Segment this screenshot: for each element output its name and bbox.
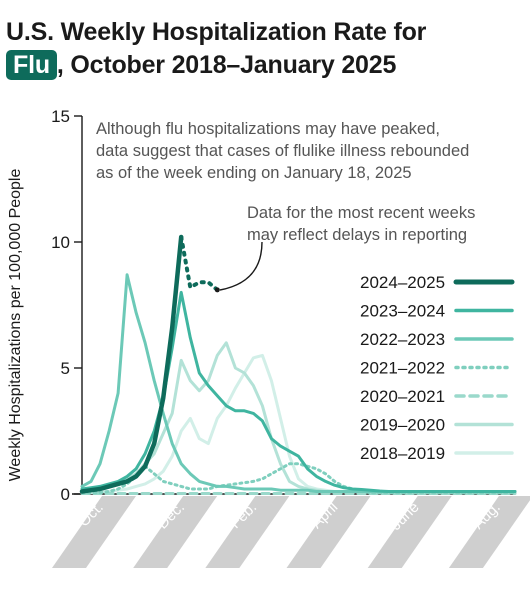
y-tick-label: 15	[51, 107, 70, 126]
y-tick-label: 5	[61, 359, 70, 378]
legend-label-4: 2020–2021	[360, 387, 445, 406]
annotation-line-0: Although flu hospitalizations may have p…	[96, 120, 440, 138]
legend-label-1: 2023–2024	[360, 302, 445, 321]
annotation-leader	[219, 241, 263, 291]
y-tick-label: 10	[51, 233, 70, 252]
series-line-2021–2022	[80, 462, 517, 495]
legend-label-0: 2024–2025	[360, 273, 445, 292]
x-band-0	[52, 496, 136, 568]
x-band-4	[367, 496, 452, 568]
x-band-5	[448, 496, 530, 568]
series-line-2018–2019	[80, 353, 517, 495]
y-tick-label: 0	[61, 485, 70, 504]
legend-label-5: 2019–2020	[360, 416, 445, 435]
series-lines	[79, 234, 517, 495]
x-axis-bands	[52, 496, 530, 568]
series-line-2023–2024	[80, 290, 517, 493]
y-axis-label-text: Weekly Hospitalizations per 100,000 Peop…	[7, 169, 24, 482]
x-band-3	[286, 496, 371, 568]
annotation-line-2: as of the week ending on January 18, 202…	[96, 164, 412, 182]
legend-label-2: 2022–2023	[360, 330, 445, 349]
y-axis-label: Weekly Hospitalizations per 100,000 Peop…	[7, 169, 24, 482]
series-line-2019–2020	[80, 341, 517, 493]
annotation2-line-1: may reflect delays in reporting	[247, 226, 467, 244]
x-band-2	[205, 496, 290, 568]
title-line2: , October 2018–January 2025	[56, 51, 397, 79]
annotation2-line-0: Data for the most recent weeks	[247, 204, 475, 222]
annotation-line-1: data suggest that cases of flulike illne…	[96, 142, 469, 160]
x-band-1	[133, 496, 218, 568]
series-line-tail-2024–2025	[179, 235, 220, 292]
legend: 2024–2025 2023–2024 2022–2023 2021–2022 2020…	[360, 273, 515, 463]
title-line1: U.S. Weekly Hospitalization Rate for	[6, 18, 427, 46]
recent-data-dot	[214, 287, 220, 293]
legend-label-6: 2018–2019	[360, 444, 445, 463]
annotations: Although flu hospitalizations may have p…	[96, 120, 475, 291]
chart-title: U.S. Weekly Hospitalization Rate for Flu…	[6, 16, 526, 82]
legend-label-3: 2021–2022	[360, 359, 445, 378]
series-line-2024–2025	[79, 234, 184, 494]
flu-badge: Flu	[6, 50, 57, 80]
